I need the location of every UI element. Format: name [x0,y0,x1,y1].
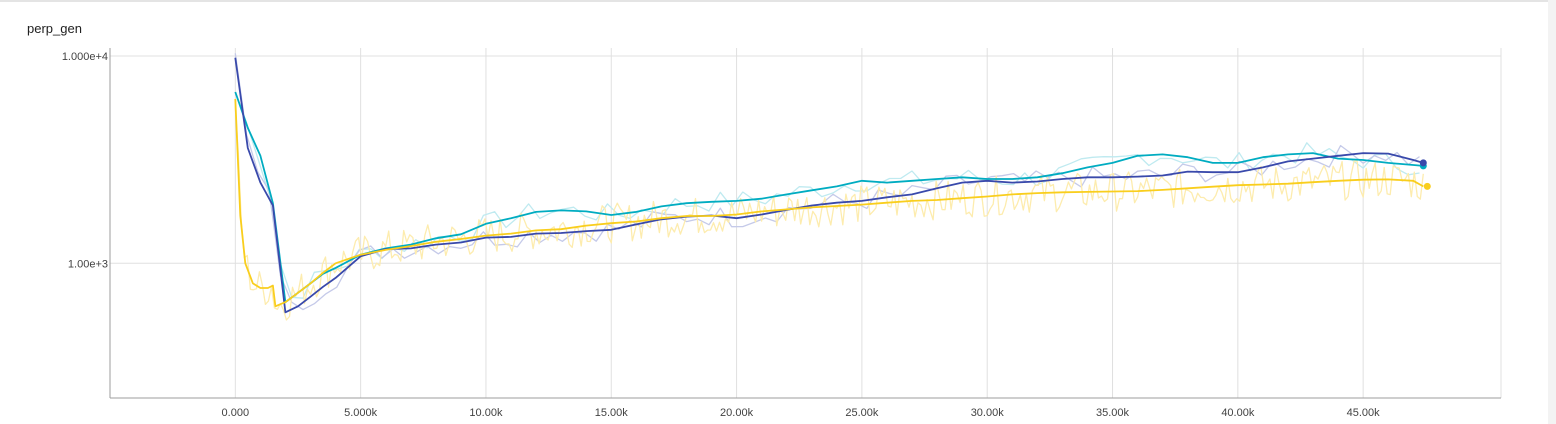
x-tick-label: 20.00k [720,407,754,419]
series-line [234,91,1424,304]
x-tick-label: 5.000k [344,407,378,419]
raw-series-lines [234,53,1424,321]
raw-series-line [234,92,1420,299]
x-tick-label: 35.00k [1096,407,1130,419]
scrollbar-track[interactable] [1548,0,1556,424]
raw-series-line [234,106,1424,321]
x-tick-label: 10.00k [469,407,503,419]
y-tick-label: 1.000e+4 [62,51,108,63]
grid-lines [110,48,1502,398]
x-tick-label: 0.000 [222,407,250,419]
x-tick-label: 25.00k [845,407,879,419]
top-border [0,0,1556,2]
x-tick-label: 30.00k [971,407,1005,419]
x-tick-label: 15.00k [595,407,629,419]
x-tick-label: 40.00k [1221,407,1255,419]
x-tick-labels: 0.000 5.000k 10.00k 15.00k 20.00k 25.00k 30.00… [222,407,1381,419]
series-endpoint-marker [1423,182,1431,190]
raw-series-line [234,53,1420,311]
chart-title: perp_gen [27,21,82,36]
series-endpoint-marker [1419,159,1427,167]
x-tick-label: 45.00k [1347,407,1381,419]
series-endpoints [1419,159,1431,190]
y-tick-label: 1.00e+3 [68,258,108,270]
y-tick-labels: 1.00e+3 1.000e+4 [62,51,108,270]
axes [109,48,1501,399]
series-line [234,98,1424,308]
smoothed-series-lines [234,57,1424,314]
